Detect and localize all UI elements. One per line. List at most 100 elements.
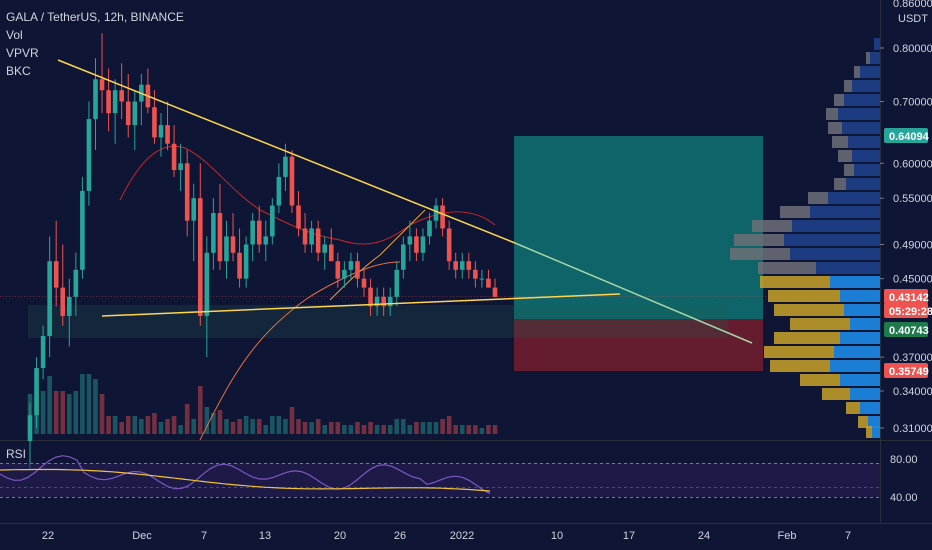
candle-body[interactable] (387, 296, 393, 307)
candle-body[interactable] (420, 236, 426, 253)
candle-body[interactable] (40, 335, 46, 369)
candle-body[interactable] (211, 213, 216, 253)
candle-body[interactable] (302, 228, 308, 245)
candle-body[interactable] (66, 296, 72, 316)
candle-body[interactable] (486, 278, 491, 288)
candle-body[interactable] (224, 236, 229, 262)
candle-body[interactable] (459, 261, 465, 270)
candle-body[interactable] (342, 269, 347, 279)
volume-bar (296, 419, 301, 434)
candle-body[interactable] (191, 198, 197, 221)
candle-body[interactable] (479, 278, 485, 280)
volume-bar (256, 419, 262, 434)
symbol-title[interactable]: GALA / TetherUS, 12h, BINANCE (6, 10, 184, 24)
price-badge-entry[interactable] (884, 322, 928, 337)
volume-bar (99, 394, 105, 434)
candle-body[interactable] (270, 205, 275, 237)
descending-trendline[interactable] (57, 59, 516, 244)
volume-bar (80, 374, 85, 434)
vpvr-row-up (866, 52, 870, 64)
candle-body[interactable] (132, 101, 138, 126)
candle-body[interactable] (86, 119, 92, 191)
candle-body[interactable] (152, 107, 157, 138)
candle-body[interactable] (335, 261, 341, 279)
candle-body[interactable] (184, 163, 190, 221)
candle-body[interactable] (283, 156, 288, 177)
volume-bar (394, 419, 400, 434)
candle-body[interactable] (230, 236, 236, 253)
candle-body[interactable] (407, 236, 413, 245)
price-badge-stop[interactable] (884, 363, 928, 378)
candle-body[interactable] (296, 205, 301, 229)
indicator-vol[interactable]: Vol (6, 28, 23, 42)
candle-body[interactable] (381, 296, 386, 307)
candle-body[interactable] (243, 244, 249, 279)
candle-body[interactable] (401, 244, 406, 270)
candle-body[interactable] (309, 228, 314, 245)
candle-body[interactable] (158, 125, 164, 138)
candle-body[interactable] (60, 287, 66, 316)
trendline-projection[interactable] (514, 242, 753, 344)
candle-body[interactable] (263, 236, 269, 245)
candle-body[interactable] (250, 220, 255, 245)
candle-body[interactable] (492, 287, 498, 297)
indicator-bkc[interactable]: BKC (6, 64, 31, 78)
candle-body[interactable] (473, 269, 478, 279)
candle-body[interactable] (348, 261, 354, 270)
candle-body[interactable] (427, 220, 432, 237)
candle-body[interactable] (165, 125, 170, 144)
candle-body[interactable] (27, 415, 33, 442)
candle-body[interactable] (73, 269, 79, 297)
vpvr-row-up (854, 66, 860, 78)
candle-body[interactable] (328, 244, 334, 262)
support-band (28, 305, 728, 338)
candle-body[interactable] (106, 90, 111, 114)
candle-body[interactable] (315, 228, 321, 253)
candle-body[interactable] (440, 205, 445, 229)
candle-body[interactable] (93, 79, 98, 120)
candle-body[interactable] (237, 252, 242, 279)
support-trendline[interactable] (101, 293, 621, 317)
candle-body[interactable] (433, 205, 439, 221)
volume-bar (53, 391, 59, 434)
price-badge-countdown[interactable] (884, 303, 928, 318)
candle-body[interactable] (289, 156, 295, 206)
candle-body[interactable] (204, 252, 210, 316)
profit-zone[interactable] (514, 136, 763, 319)
price-badge-last[interactable] (884, 289, 928, 304)
candle-body[interactable] (414, 236, 419, 253)
vpvr-row-down (872, 426, 880, 438)
price-badge-target[interactable] (884, 128, 928, 143)
candle-body[interactable] (446, 228, 452, 262)
candle-body[interactable] (322, 244, 328, 253)
vpvr-row-up (730, 248, 790, 260)
candle-body[interactable] (453, 261, 459, 270)
candle-body[interactable] (47, 261, 52, 336)
candle-body[interactable] (80, 190, 85, 270)
candle-body[interactable] (368, 287, 373, 307)
candle-body[interactable] (394, 269, 400, 297)
candle-body[interactable] (99, 79, 105, 91)
candle-body[interactable] (276, 176, 282, 206)
candle-body[interactable] (374, 296, 380, 307)
loss-zone[interactable] (514, 319, 763, 371)
candle-body[interactable] (34, 368, 39, 416)
currency-label[interactable]: USDT (898, 13, 928, 25)
indicator-vpvr[interactable]: VPVR (6, 46, 39, 60)
price-tick-label: 0.45000 (893, 274, 932, 286)
candle-body[interactable] (119, 90, 124, 102)
candle-body[interactable] (171, 143, 177, 171)
candle-body[interactable] (466, 261, 472, 270)
candle-body[interactable] (197, 198, 203, 316)
candle-body[interactable] (256, 220, 262, 245)
candle-body[interactable] (112, 90, 118, 114)
rsi-label[interactable]: RSI (6, 447, 26, 461)
candle-body[interactable] (178, 163, 183, 171)
candle-body[interactable] (125, 101, 131, 126)
vpvr-row-up (838, 150, 852, 162)
candle-body[interactable] (355, 261, 360, 279)
candle-body[interactable] (53, 261, 59, 288)
candle-body[interactable] (361, 278, 367, 288)
candle-body[interactable] (217, 213, 223, 262)
